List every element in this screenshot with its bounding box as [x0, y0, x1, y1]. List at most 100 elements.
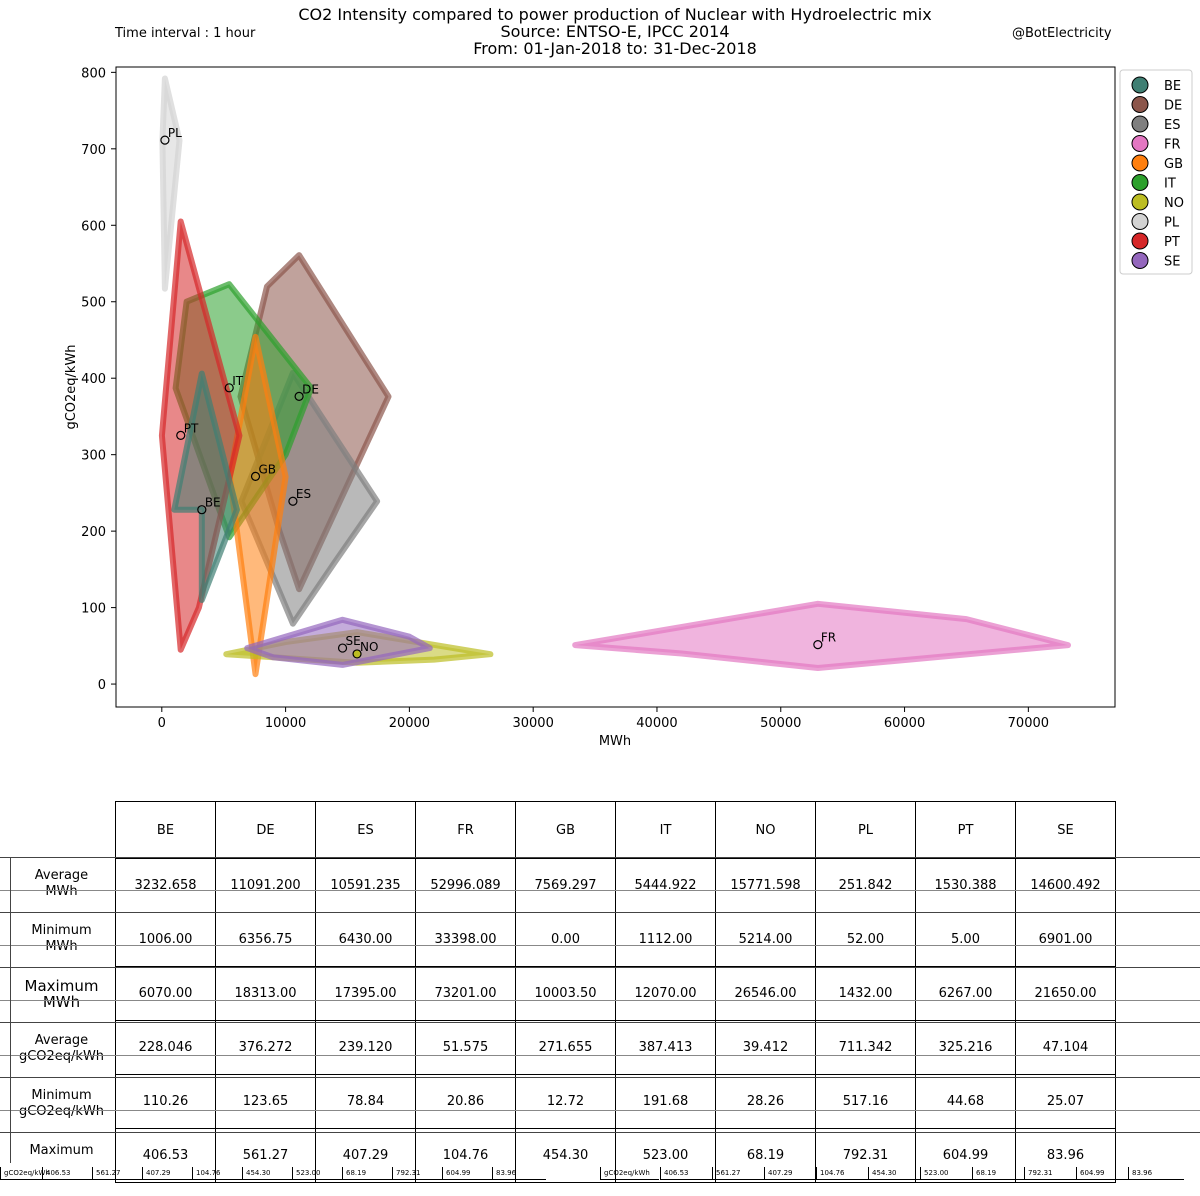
legend-label-se: SE	[1164, 255, 1180, 270]
row-label-line: MWh	[45, 884, 78, 899]
table-cell: 1432.00	[815, 966, 916, 1021]
footer-artifact-strip: gCO2eq/kWh 406.53 561.27 407.29 104.76 4…	[0, 1163, 1200, 1196]
legend-label-pl: PL	[1164, 216, 1180, 231]
table-row: 6070.00 18313.00 17395.00 73201.00 10003…	[115, 966, 1116, 1021]
mean-label-it: IT	[232, 374, 244, 388]
table-cell: 6070.00	[115, 966, 216, 1021]
mean-markers: BE DE ES FR GB IT NO PL PT SE	[160, 126, 836, 659]
x-axis-label: MWh	[599, 734, 631, 749]
legend-swatch-pl	[1131, 213, 1149, 230]
footer-cell: 561.27	[92, 1167, 146, 1180]
mean-label-gb: GB	[259, 462, 277, 476]
row-label-minimum-gco2: Minimum gCO2eq/kWh	[10, 1088, 113, 1120]
footer-cell: 83.96	[492, 1167, 546, 1180]
mean-label-pl: PL	[168, 126, 182, 140]
table-cell: 39.412	[715, 1020, 816, 1075]
table-cell: 6356.75	[215, 912, 316, 967]
legend-swatch-it	[1131, 174, 1149, 191]
x-tick-label: 60000	[884, 716, 925, 731]
mean-marker-it	[224, 383, 234, 393]
stats-table: BE DE ES FR GB IT NO PL PT SE 3232.658 1…	[115, 801, 1116, 1183]
table-cell: 1006.00	[115, 912, 216, 967]
table-cell: 1112.00	[615, 912, 716, 967]
footer-cell: 83.96	[1128, 1167, 1184, 1180]
row-label-line: MWh	[42, 993, 81, 1011]
table-cell: 387.413	[615, 1020, 716, 1075]
legend-swatch-pt	[1131, 232, 1149, 250]
mean-marker-pt	[176, 430, 186, 440]
title-line-1: CO2 Intensity compared to power producti…	[298, 5, 932, 24]
title-line-3: From: 01-Jan-2018 to: 31-Dec-2018	[473, 39, 757, 58]
artifact-line	[0, 857, 1200, 858]
table-cell: 1530.388	[915, 858, 1016, 913]
legend-swatch-gb	[1131, 154, 1149, 172]
table-cell: 325.216	[915, 1020, 1016, 1075]
x-tick-label: 20000	[389, 716, 430, 731]
table-row: 406.53 561.27 407.29 104.76 454.30 523.0…	[115, 1128, 1116, 1183]
mean-marker-es	[288, 496, 298, 506]
artifact-line	[0, 967, 1200, 968]
footer-label-right: gCO2eq/kWh	[600, 1167, 659, 1180]
table-cell: 792.31	[815, 1128, 916, 1183]
y-tick-label: 500	[81, 296, 106, 311]
x-axis: 0 10000 20000 30000 40000 50000 60000 70000	[158, 707, 1049, 731]
footer-cell: 792.31	[392, 1167, 446, 1180]
footer-cell: 523.00	[920, 1167, 976, 1180]
table-cell: 15771.598	[715, 858, 816, 913]
time-interval-label: Time interval : 1 hour	[115, 26, 256, 41]
table-cell: 52996.089	[415, 858, 516, 913]
x-tick-label: 40000	[636, 716, 677, 731]
y-tick-label: 700	[81, 143, 106, 158]
mean-marker-se	[337, 643, 348, 653]
legend-swatch-be	[1131, 76, 1149, 94]
footer-cell: 68.19	[972, 1167, 1028, 1180]
mean-label-pt: PT	[184, 421, 199, 435]
mean-label-no: NO	[360, 640, 378, 654]
table-cell: 0.00	[515, 912, 616, 967]
legend-swatch-se	[1131, 252, 1149, 269]
y-tick-label: 800	[81, 66, 106, 81]
point-clouds	[158, 75, 1071, 678]
legend-label-fr: FR	[1164, 138, 1181, 153]
row-label-line: Maximum	[24, 977, 99, 995]
col-header-be: BE	[115, 801, 216, 859]
table-cell: 454.30	[515, 1128, 616, 1183]
table-cell: 239.120	[315, 1020, 416, 1075]
footer-cell: 523.00	[292, 1167, 346, 1180]
y-tick-label: 600	[81, 219, 106, 234]
row-label-maximum-mwh: Maximum MWh	[10, 978, 113, 1010]
table-cell: 73201.00	[415, 966, 516, 1021]
row-label-line: Minimum	[31, 1088, 92, 1103]
table-cell: 26546.00	[715, 966, 816, 1021]
footer-cell: 604.99	[442, 1167, 496, 1180]
table-cell: 5214.00	[715, 912, 816, 967]
table-header-row: BE DE ES FR GB IT NO PL PT SE	[115, 801, 1116, 859]
y-tick-label: 0	[98, 678, 106, 693]
artifact-line	[0, 1055, 1200, 1056]
table-cell: 7569.297	[515, 858, 616, 913]
mean-label-de: DE	[302, 382, 319, 396]
scatter-chart: 0 10000 20000 30000 40000 50000 60000 70000 0 10…	[64, 66, 1193, 749]
footer-cell: 561.27	[712, 1167, 768, 1180]
table-cell: 517.16	[815, 1074, 916, 1129]
mean-marker-gb	[250, 471, 261, 481]
table-cell: 25.07	[1015, 1074, 1116, 1129]
footer-cell: 68.19	[342, 1167, 396, 1180]
col-header-pt: PT	[915, 801, 1016, 859]
y-axis-label: gCO2eq/kWh	[64, 344, 79, 429]
x-tick-label: 0	[158, 716, 166, 731]
artifact-line	[0, 1110, 1200, 1111]
table-cell: 10003.50	[515, 966, 616, 1021]
row-label-line: Average	[34, 868, 89, 883]
cloud-be	[171, 370, 240, 603]
table-cell: 51.575	[415, 1020, 516, 1075]
table-cell: 12.72	[515, 1074, 616, 1129]
y-tick-label: 100	[81, 602, 106, 617]
table-cell: 191.68	[615, 1074, 716, 1129]
col-header-pl: PL	[815, 801, 916, 859]
table-cell: 711.342	[815, 1020, 916, 1075]
legend-label-gb: GB	[1164, 157, 1183, 172]
row-label-line: gCO2eq/kWh	[18, 1104, 105, 1119]
row-label-line: gCO2eq/kWh	[18, 1049, 105, 1064]
artifact-line	[0, 945, 1200, 946]
